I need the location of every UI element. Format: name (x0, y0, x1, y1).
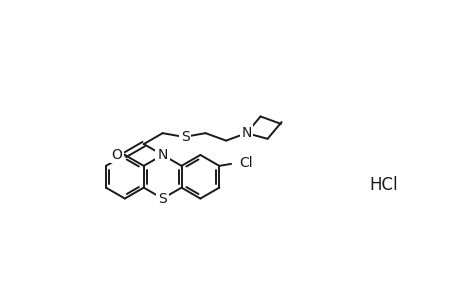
Text: N: N (157, 148, 168, 162)
Text: Cl: Cl (239, 156, 252, 170)
Text: S: S (180, 130, 189, 144)
Text: O: O (111, 148, 122, 162)
Text: N: N (241, 126, 251, 140)
Text: HCl: HCl (369, 176, 397, 194)
Text: S: S (158, 191, 167, 206)
